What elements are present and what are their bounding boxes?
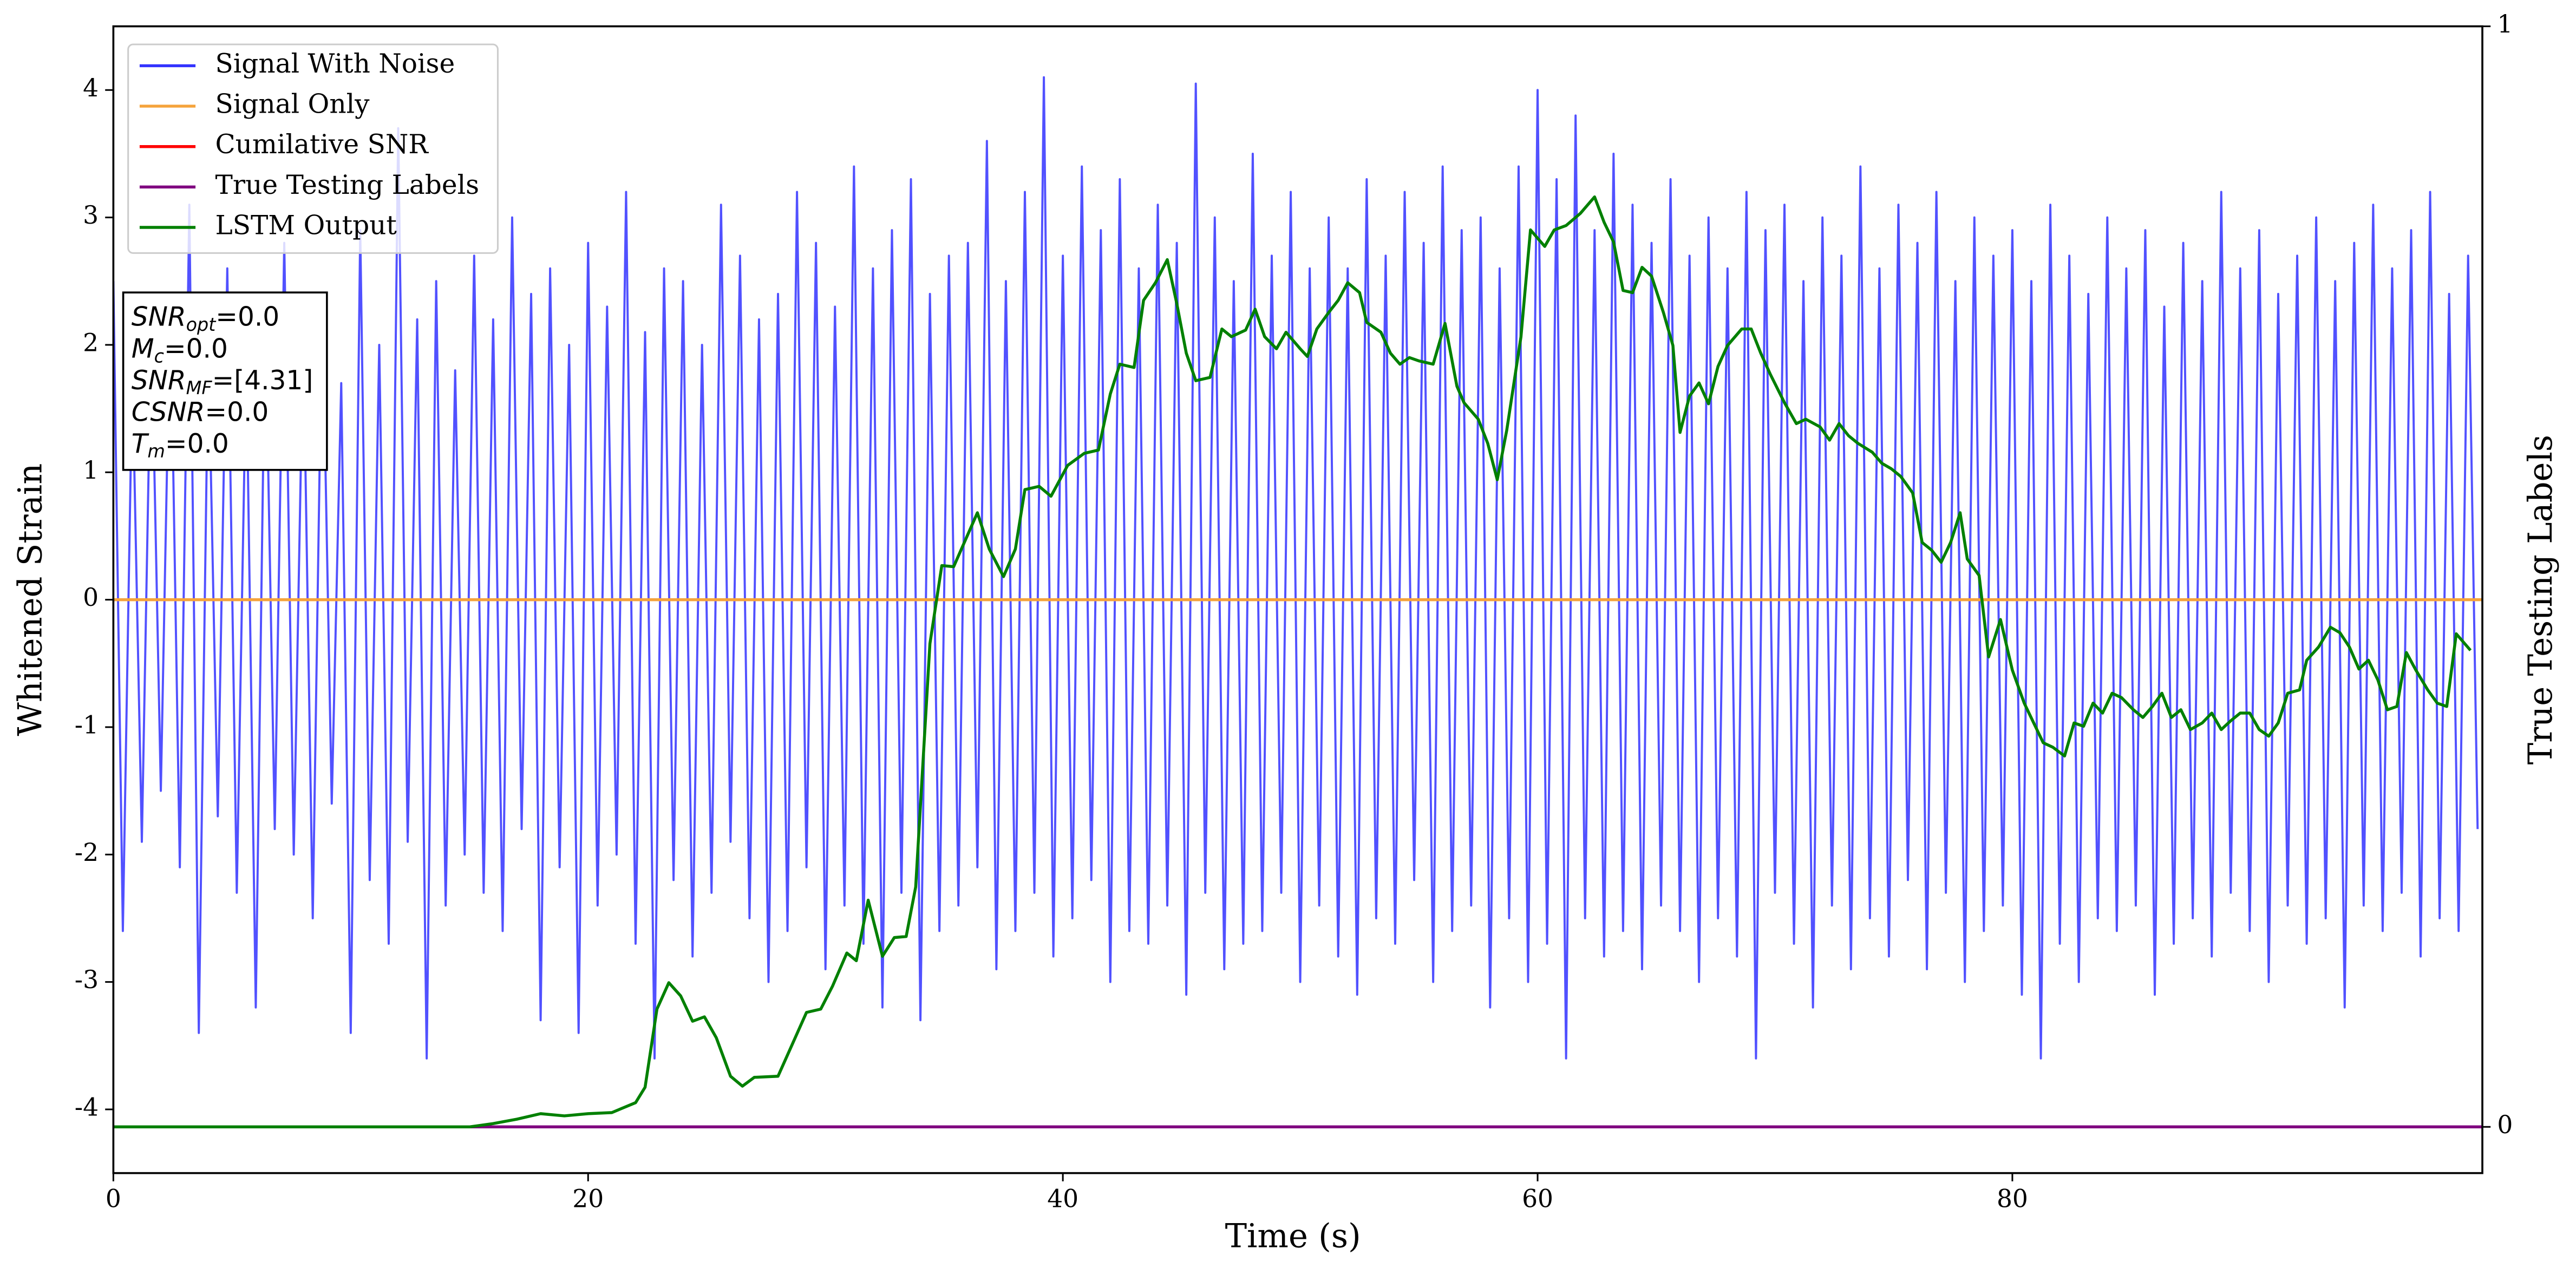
annotation-subscript: MF bbox=[186, 377, 213, 398]
annotation-text: =[4.31] bbox=[212, 365, 313, 396]
annotation-symbol: T bbox=[132, 429, 149, 459]
x-tick-label: 60 bbox=[1522, 1185, 1553, 1213]
annotation-text: =0.0 bbox=[205, 397, 269, 427]
y-tick-label: -3 bbox=[75, 965, 99, 994]
legend-label: True Testing Labels bbox=[215, 170, 480, 200]
annotation-line: SNRMF=[4.31] bbox=[132, 365, 313, 398]
annotation-symbol: CSNR bbox=[132, 397, 205, 427]
annotation-symbol: SNR bbox=[132, 365, 186, 396]
annotation-text: =0.0 bbox=[164, 334, 228, 364]
x-tick-label: 80 bbox=[1997, 1185, 2028, 1213]
y-tick-label: 1 bbox=[83, 456, 99, 485]
y-axis-label: Whitened Strain bbox=[11, 463, 49, 736]
legend-label: Signal With Noise bbox=[215, 49, 455, 79]
legend: Signal With Noise Signal Only Cumilative S… bbox=[127, 43, 499, 254]
x-tick-label: 20 bbox=[572, 1185, 604, 1213]
annotation-text: =0.0 bbox=[165, 429, 229, 459]
y-tick-label: -4 bbox=[75, 1093, 99, 1121]
annotation-subscript: opt bbox=[186, 313, 217, 335]
plot-area bbox=[113, 76, 2483, 1129]
x-axis-label: Time (s) bbox=[1225, 1218, 1361, 1256]
legend-label: Cumilative SNR bbox=[215, 129, 429, 160]
legend-label: LSTM Output bbox=[215, 211, 397, 241]
y-tick-label: 3 bbox=[83, 201, 99, 230]
y-tick-label: 4 bbox=[83, 74, 99, 102]
y-tick-label: 2 bbox=[83, 328, 99, 357]
legend-label: Signal Only bbox=[215, 89, 370, 120]
y-tick-label: -2 bbox=[75, 838, 99, 867]
annotation-line: Mc=0.0 bbox=[132, 334, 228, 367]
annotation-frame bbox=[122, 291, 328, 471]
y2-axis-label: True Testing Labels bbox=[2522, 435, 2560, 765]
x-tick-label: 40 bbox=[1047, 1185, 1078, 1213]
annotation-line: Tm=0.0 bbox=[132, 429, 229, 462]
y-tick-label: -1 bbox=[75, 710, 99, 739]
legend-box bbox=[127, 43, 499, 254]
series-line bbox=[113, 195, 2472, 1129]
annotation-text: =0.0 bbox=[215, 302, 279, 332]
annotation-subscript: m bbox=[147, 441, 165, 462]
series-line bbox=[113, 76, 2479, 1060]
y-tick-label: 0 bbox=[83, 583, 99, 612]
y2-tick-label: 0 bbox=[2497, 1110, 2513, 1139]
annotation-line: CSNR=0.0 bbox=[132, 397, 269, 427]
y2-tick-label: 1 bbox=[2497, 10, 2513, 38]
annotation-line: SNRopt=0.0 bbox=[132, 302, 279, 335]
annotation-symbol: M bbox=[132, 334, 154, 364]
annotation-symbol: SNR bbox=[132, 302, 186, 332]
annotation-subscript: c bbox=[154, 345, 164, 367]
x-tick-label: 0 bbox=[106, 1185, 121, 1213]
annotation-box: SNRopt=0.0Mc=0.0SNRMF=[4.31]CSNR=0.0Tm=0… bbox=[122, 291, 328, 471]
